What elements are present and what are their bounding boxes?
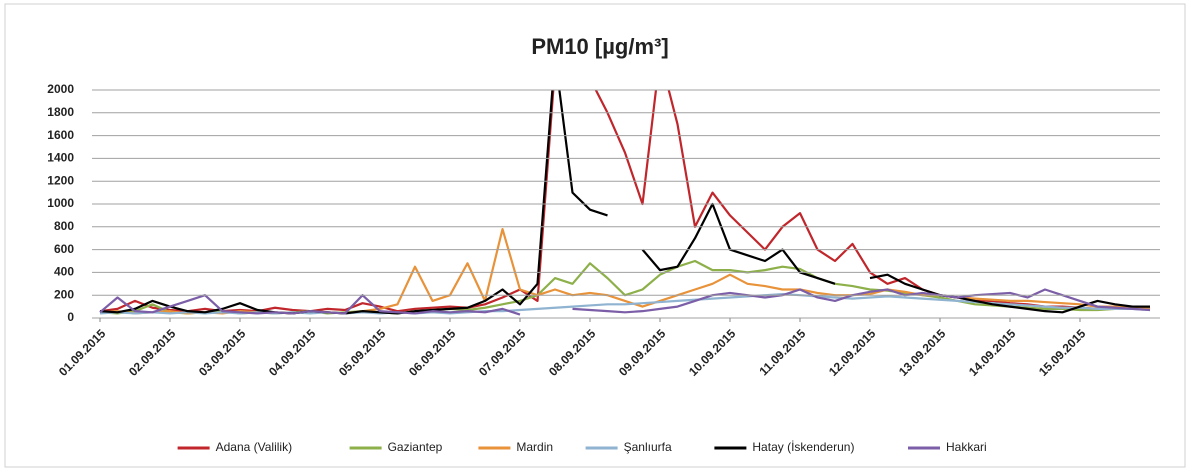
- y-tick-label: 1800: [47, 105, 74, 119]
- legend-label: Adana (Valilik): [216, 440, 292, 454]
- y-tick-label: 1400: [47, 151, 74, 165]
- y-tick-label: 400: [54, 265, 74, 279]
- y-tick-label: 1600: [47, 128, 74, 142]
- series-line: [99, 288, 1151, 316]
- y-tick-label: 200: [54, 287, 74, 301]
- y-tick-label: 2000: [47, 82, 74, 96]
- y-tick-label: 1200: [47, 173, 74, 187]
- y-tick-label: 600: [54, 242, 74, 256]
- y-tick-label: 0: [67, 310, 74, 324]
- legend-label: Mardin: [516, 440, 553, 454]
- chart-title: PM10 [µg/m³]: [531, 34, 668, 59]
- y-tick-label: 800: [54, 219, 74, 233]
- series-line: [99, 292, 1151, 315]
- legend-label: Şanlıurfa: [624, 440, 672, 454]
- chart-border: [4, 3, 1186, 468]
- plot-lines: [99, 90, 1151, 316]
- legend-label: Gaziantep: [388, 440, 443, 454]
- series-line: [99, 90, 1150, 315]
- legend-label: Hatay (İskenderun): [752, 440, 854, 454]
- y-tick-label: 1000: [47, 196, 74, 210]
- legend-label: Hakkari: [946, 440, 987, 454]
